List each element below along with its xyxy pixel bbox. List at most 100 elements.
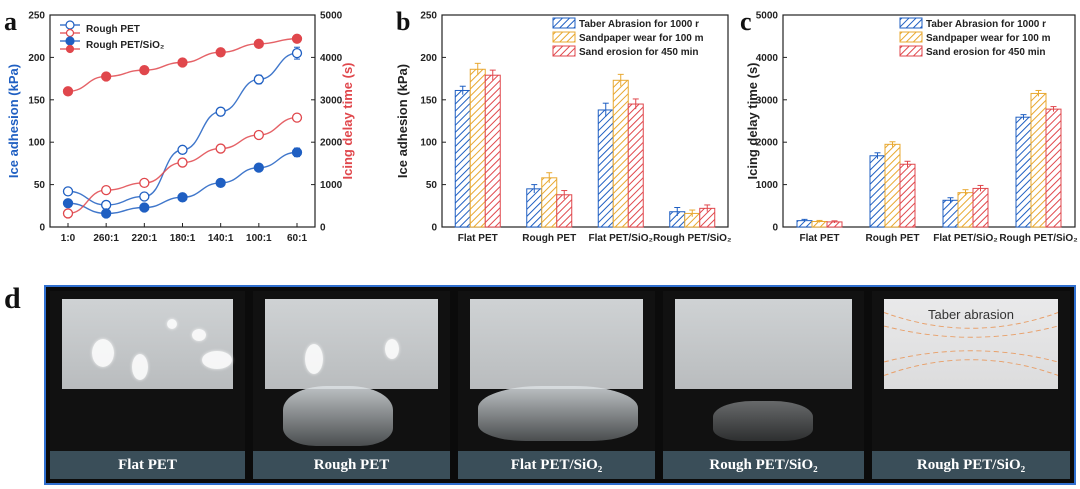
photo-caption: Rough PET/SiO₂ xyxy=(663,451,864,479)
sample-plate xyxy=(264,299,439,389)
data-point-a xyxy=(101,184,112,196)
legend-label-a: Rough PET/SiO₂ xyxy=(86,40,164,51)
y-tick-label-c: 1000 xyxy=(756,180,779,191)
water-drop xyxy=(201,351,232,369)
x-tick-label-c: Rough PET xyxy=(866,233,920,244)
data-point-a xyxy=(139,202,150,213)
legend-label-b: Sandpaper wear for 100 m xyxy=(579,33,704,44)
legend-swatch-c xyxy=(899,31,923,43)
x-tick-label-a: 60:1 xyxy=(287,233,307,244)
x-tick-label-c: Rough PET/SiO₂ xyxy=(999,233,1077,244)
data-point-a xyxy=(101,71,112,82)
x-tick-label-b: Flat PET/SiO₂ xyxy=(589,233,653,244)
water-drop xyxy=(304,344,323,374)
water-drop xyxy=(191,329,206,341)
photo-caption: Rough PET/SiO₂ xyxy=(872,451,1070,479)
data-point-a xyxy=(139,191,150,202)
sample-plate xyxy=(61,299,234,389)
ice-formation xyxy=(478,386,638,441)
data-point-a xyxy=(291,33,303,44)
y-tick-label-b: 0 xyxy=(431,223,437,234)
y-tick-label-b: 250 xyxy=(420,11,437,22)
y2-tick-label-a: 3000 xyxy=(320,95,343,106)
x-tick-label-a: 1:0 xyxy=(61,233,76,244)
data-point-a xyxy=(177,57,188,68)
data-point-a xyxy=(62,198,74,209)
y-tick-label-a: 200 xyxy=(28,53,45,64)
photo-flat-pet-sio2: Flat PET/SiO₂ xyxy=(458,291,655,479)
taber-abrasion-label: Taber abrasion xyxy=(927,307,1014,322)
bar-c xyxy=(869,155,886,228)
bar-b xyxy=(556,194,573,228)
bar-b xyxy=(541,177,558,228)
bar-b xyxy=(469,68,486,228)
sample-plate xyxy=(469,299,644,389)
bar-b xyxy=(627,103,644,228)
data-point-a xyxy=(215,47,226,58)
bar-c xyxy=(1015,116,1032,228)
bar-b xyxy=(454,89,471,228)
data-point-a xyxy=(253,74,264,85)
y-axis-label-a: Ice adhesion (kPa) xyxy=(6,64,21,178)
photo-rough-pet: Rough PET xyxy=(253,291,450,479)
bar-c xyxy=(957,192,974,228)
y-tick-label-c: 5000 xyxy=(756,11,779,22)
y-tick-label-c: 2000 xyxy=(756,138,779,149)
y-tick-label-c: 0 xyxy=(772,223,778,234)
x-tick-label-b: Rough PET/SiO₂ xyxy=(653,233,731,244)
data-point-a xyxy=(215,143,226,154)
legend-label-c: Sandpaper wear for 100 m xyxy=(926,33,1051,44)
water-drop xyxy=(131,354,148,380)
bar-c xyxy=(972,187,989,228)
x-tick-label-c: Flat PET/SiO₂ xyxy=(933,233,997,244)
y-tick-label-a: 250 xyxy=(28,11,45,22)
legend-label-a: Rough PET xyxy=(86,24,140,35)
legend-marker-a xyxy=(65,44,75,54)
bar-b xyxy=(612,79,629,228)
legend-marker-a xyxy=(65,28,75,38)
water-drop xyxy=(91,339,114,367)
x-tick-label-a: 180:1 xyxy=(170,233,196,244)
photo-rough-pet-sio2-taber: Taber abrasion Rough PET/SiO₂ xyxy=(872,291,1070,479)
x-tick-label-a: 220:1 xyxy=(132,233,158,244)
legend-label-b: Sand erosion for 450 min xyxy=(579,47,698,58)
sample-plate xyxy=(675,299,852,389)
data-point-a xyxy=(291,147,303,158)
bar-b xyxy=(484,74,501,228)
data-point-a xyxy=(291,48,303,59)
legend-label-b: Taber Abrasion for 1000 r xyxy=(579,19,699,30)
abrasion-track xyxy=(883,312,1059,376)
plot-frame-c xyxy=(782,14,1076,228)
legend-swatch-c xyxy=(899,45,923,57)
x-tick-label-b: Flat PET xyxy=(458,233,498,244)
bar-c xyxy=(899,163,916,228)
panel-label-a: a xyxy=(4,7,17,36)
y-tick-label-a: 100 xyxy=(28,138,45,149)
y2-tick-label-a: 2000 xyxy=(320,138,343,149)
legend-swatch-b xyxy=(552,45,576,57)
data-point-a xyxy=(177,157,188,168)
data-point-a xyxy=(177,192,188,203)
legend-swatch-c xyxy=(899,17,923,29)
bar-c xyxy=(884,143,901,228)
legend-label-c: Sand erosion for 450 min xyxy=(926,47,1045,58)
y-tick-label-a: 150 xyxy=(28,95,45,106)
y-tick-label-c: 4000 xyxy=(756,53,779,64)
y-axis-label-b: Ice adhesion (kPa) xyxy=(395,64,410,178)
legend-swatch-b xyxy=(552,17,576,29)
data-point-a xyxy=(253,38,264,49)
legend-label-c: Taber Abrasion for 1000 r xyxy=(926,19,1046,30)
x-tick-label-c: Flat PET xyxy=(799,233,839,244)
y-tick-label-a: 50 xyxy=(34,180,46,191)
data-point-a xyxy=(139,177,150,189)
data-point-a xyxy=(62,208,74,219)
legend-swatch-b xyxy=(552,31,576,43)
data-point-a xyxy=(177,144,188,155)
bar-c xyxy=(1030,92,1047,228)
panel-label-c: c xyxy=(740,7,752,36)
water-drop xyxy=(166,319,177,329)
data-point-a xyxy=(139,64,150,76)
data-point-a xyxy=(62,86,74,97)
bar-b xyxy=(597,109,614,228)
sample-plate: Taber abrasion xyxy=(883,299,1059,389)
